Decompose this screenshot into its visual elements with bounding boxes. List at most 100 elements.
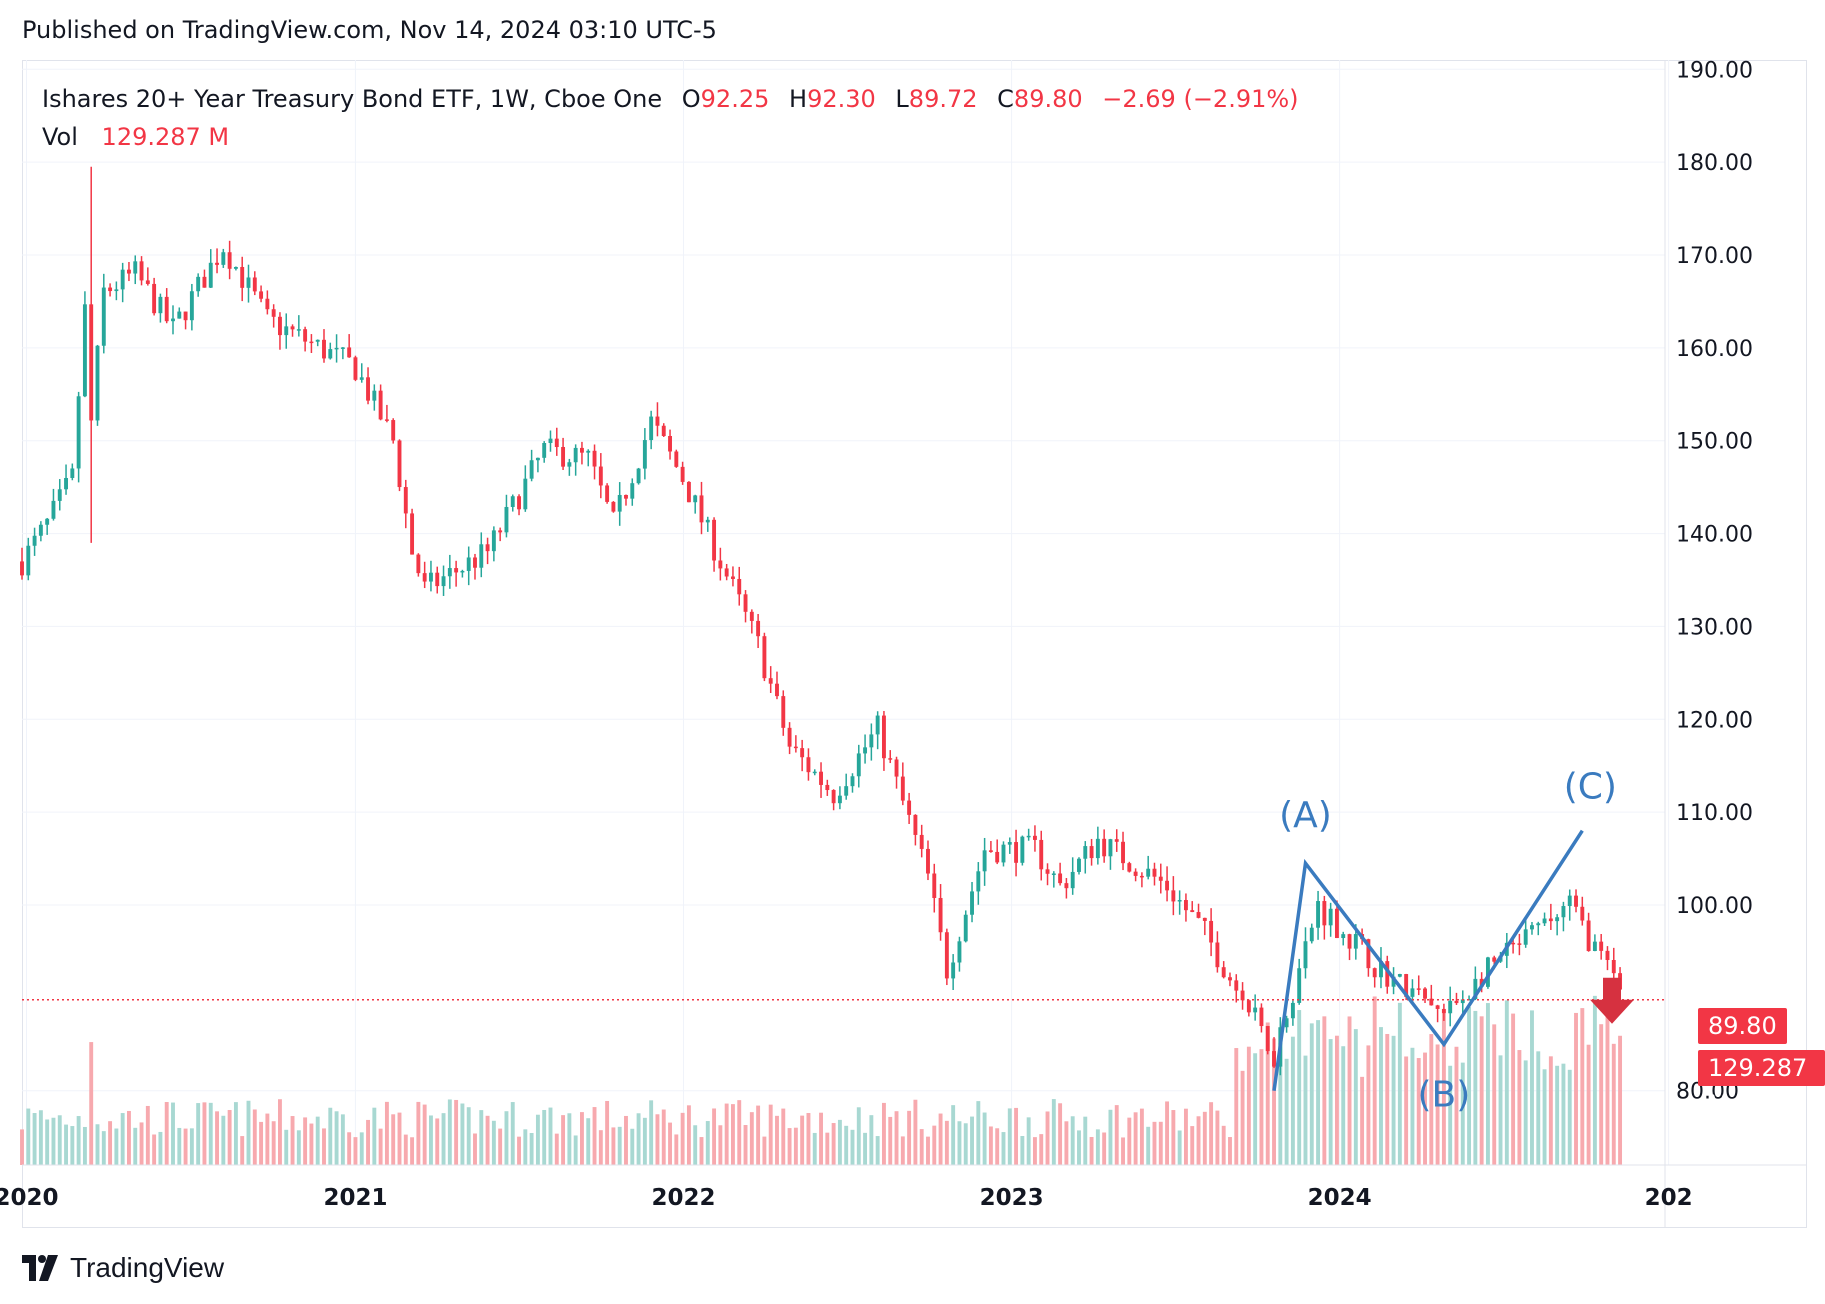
volume-bar xyxy=(756,1105,761,1165)
volume-bar xyxy=(133,1127,138,1165)
volume-bar xyxy=(1542,1069,1547,1165)
candle-body xyxy=(567,462,572,467)
volume-bar xyxy=(1586,1044,1591,1165)
volume-bar xyxy=(1045,1111,1050,1165)
volume-bar xyxy=(787,1128,792,1165)
volume-bar xyxy=(1328,1039,1333,1165)
volume-bar xyxy=(561,1115,566,1165)
candle-body xyxy=(1152,868,1157,877)
volume-bar xyxy=(1492,1024,1497,1165)
candle-body xyxy=(680,466,685,482)
volume-bar xyxy=(624,1115,628,1165)
volume-bar xyxy=(1511,1013,1516,1165)
candle-body xyxy=(1460,999,1465,1004)
volume-bar xyxy=(1567,1069,1572,1165)
candle-body xyxy=(1032,835,1037,840)
tradingview-logo[interactable]: TradingView xyxy=(22,1252,224,1284)
candle-body xyxy=(82,304,87,397)
tradingview-logo-icon xyxy=(22,1255,58,1281)
candle-body xyxy=(510,496,515,507)
candle-body xyxy=(1567,895,1572,907)
volume-bar xyxy=(1592,995,1597,1165)
volume-bar xyxy=(1221,1125,1226,1165)
volume-bar xyxy=(1599,1024,1604,1165)
volume-bar xyxy=(1523,1060,1528,1165)
candle-body xyxy=(913,814,918,835)
volume-bar xyxy=(1272,1038,1276,1165)
volume-bar xyxy=(177,1127,182,1165)
candle-body xyxy=(705,519,710,523)
candles xyxy=(20,166,1623,1076)
candle-body xyxy=(1473,978,1478,1000)
open-key: O xyxy=(681,85,701,113)
candle-body xyxy=(296,329,301,331)
candle-body xyxy=(1020,836,1025,863)
volume-bar xyxy=(907,1110,912,1165)
volume-bar xyxy=(1089,1136,1094,1165)
volume-bar xyxy=(737,1100,742,1165)
x-axis: 2020 2021 2022 2023 2024 202 xyxy=(0,1164,1807,1211)
symbol-title[interactable]: Ishares 20+ Year Treasury Bond ETF, 1W, … xyxy=(42,85,663,113)
candle-body xyxy=(831,790,836,804)
volume-bar xyxy=(875,1136,880,1165)
high-value: 92.30 xyxy=(807,85,876,113)
candle-body xyxy=(900,776,905,801)
candle-body xyxy=(1397,974,1402,977)
candle-body xyxy=(1423,988,1427,999)
volume-bar xyxy=(410,1137,415,1165)
candle-body xyxy=(548,438,553,444)
volume-bar xyxy=(995,1128,1000,1165)
candle-body xyxy=(674,451,679,467)
candle-body xyxy=(347,347,352,358)
candle-body xyxy=(422,573,427,582)
candle-body xyxy=(491,530,496,552)
volume-bar xyxy=(215,1111,219,1165)
candle-body xyxy=(888,758,893,760)
candle-body xyxy=(781,696,786,728)
volume-bar xyxy=(957,1121,962,1165)
volume-bar xyxy=(485,1115,490,1165)
volume-bar xyxy=(605,1100,610,1165)
y-tick-label: 100.00 xyxy=(1676,894,1753,919)
candle-body xyxy=(189,291,194,321)
volume-bar xyxy=(1058,1103,1063,1165)
candle-body xyxy=(246,277,251,288)
candle-body xyxy=(535,457,540,461)
candle-body xyxy=(926,848,930,874)
candle-body xyxy=(617,494,622,512)
candle-body xyxy=(605,485,610,502)
candle-body xyxy=(837,795,842,804)
volume-bar xyxy=(1196,1116,1201,1165)
volume-bar xyxy=(1190,1126,1195,1165)
volume-bar xyxy=(1360,1076,1365,1165)
volume-bar xyxy=(674,1134,679,1165)
candle-body xyxy=(1284,1018,1289,1028)
volume-bar xyxy=(114,1128,119,1165)
candle-body xyxy=(139,261,144,281)
candle-body xyxy=(1353,934,1358,949)
volume-bar xyxy=(158,1131,163,1165)
candle-body xyxy=(529,460,534,479)
candle-body xyxy=(1139,875,1144,878)
candle-body xyxy=(1196,912,1201,918)
candle-body xyxy=(844,786,849,796)
volume-bar xyxy=(57,1115,62,1165)
candle-body xyxy=(655,416,660,426)
candle-body xyxy=(1385,961,1390,987)
candle-body xyxy=(1404,974,1409,997)
volume-bar xyxy=(1404,1056,1409,1165)
volume-bar xyxy=(712,1108,717,1165)
volume-bar xyxy=(630,1128,635,1165)
chart-frame[interactable] xyxy=(22,60,1807,1228)
volume-bar xyxy=(1385,1033,1390,1165)
legend-ohlc-row: Ishares 20+ Year Treasury Bond ETF, 1W, … xyxy=(42,80,1299,118)
candle-body xyxy=(875,715,880,735)
y-tick-label: 160.00 xyxy=(1676,337,1753,362)
candle-body xyxy=(598,466,603,486)
candle-body xyxy=(466,557,471,571)
candle-body xyxy=(1574,895,1578,907)
candle-body xyxy=(806,757,811,773)
volume-bar xyxy=(171,1102,175,1165)
volume-key[interactable]: Vol xyxy=(42,123,78,151)
